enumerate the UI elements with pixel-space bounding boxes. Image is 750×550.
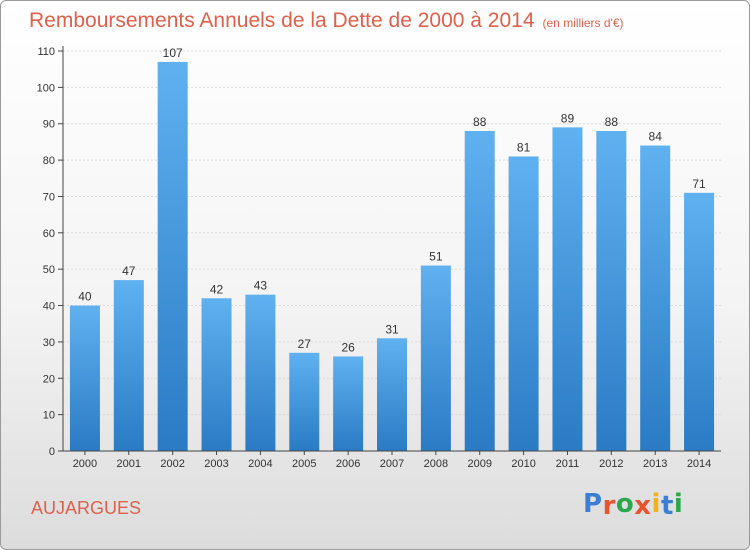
x-tick-label-2008: 2008 xyxy=(424,458,448,470)
value-label-2012: 88 xyxy=(605,115,619,129)
value-label-2010: 81 xyxy=(517,140,531,154)
value-label-2005: 27 xyxy=(298,337,312,351)
logo-letter-5: t xyxy=(660,491,674,521)
x-tick-label-2000: 2000 xyxy=(73,458,97,470)
y-tick-label-80: 80 xyxy=(43,155,55,167)
y-tick-label-10: 10 xyxy=(43,410,55,422)
bar-2004 xyxy=(245,294,276,451)
x-tick-label-2007: 2007 xyxy=(380,458,404,470)
bars-group xyxy=(69,61,715,452)
x-tick-label-2001: 2001 xyxy=(117,458,141,470)
logo-letter-0: P xyxy=(583,489,603,519)
logo-letter-1: r xyxy=(602,491,616,521)
value-label-2004: 43 xyxy=(254,279,268,293)
y-tick-label-40: 40 xyxy=(43,301,55,313)
x-tick-label-2009: 2009 xyxy=(467,458,491,470)
bar-2008 xyxy=(420,265,451,451)
bar-2000 xyxy=(69,305,100,451)
y-tick-label-70: 70 xyxy=(43,191,55,203)
bar-2012 xyxy=(596,131,627,451)
y-tick-label-100: 100 xyxy=(37,82,55,94)
x-tick-label-2004: 2004 xyxy=(248,458,272,470)
x-tick-label-2006: 2006 xyxy=(336,458,360,470)
value-label-2008: 51 xyxy=(429,250,443,264)
y-tick-label-50: 50 xyxy=(43,264,55,276)
bar-2007 xyxy=(377,338,407,451)
logo-letter-3: x xyxy=(634,491,652,521)
bar-2002 xyxy=(157,61,188,452)
value-label-2002: 107 xyxy=(163,46,183,60)
value-label-2000: 40 xyxy=(78,290,92,304)
axes-group xyxy=(58,46,721,455)
y-tick-label-30: 30 xyxy=(43,337,55,349)
town-name: AUJARGUES xyxy=(31,498,142,518)
x-tick-label-2013: 2013 xyxy=(643,458,667,470)
bar-2013 xyxy=(640,145,671,451)
value-label-2009: 88 xyxy=(473,115,487,129)
chart-title-text: Remboursements Annuels de la Dette de 20… xyxy=(29,9,535,32)
bar-2003 xyxy=(201,298,232,451)
x-tick-label-2012: 2012 xyxy=(599,458,623,470)
value-label-2003: 42 xyxy=(210,282,224,296)
y-tick-label-0: 0 xyxy=(49,446,55,458)
value-label-2006: 26 xyxy=(341,340,355,354)
x-tick-label-2011: 2011 xyxy=(556,458,580,470)
bar-2009 xyxy=(464,131,495,451)
x-tick-label-2010: 2010 xyxy=(511,458,535,470)
value-label-2014: 71 xyxy=(692,177,706,191)
y-tick-label-60: 60 xyxy=(43,228,55,240)
labels-group: 0 10 20 30 40 50 60 70 80 90 100 110 40 2000 47 2001 107… xyxy=(37,46,712,470)
bar-2014 xyxy=(684,192,715,451)
logo-letter-6: i xyxy=(673,489,684,519)
y-tick-label-90: 90 xyxy=(43,119,55,131)
bar-2010 xyxy=(508,156,539,452)
chart-subtitle: (en milliers d'€) xyxy=(542,16,624,30)
x-tick-label-2005: 2005 xyxy=(292,458,316,470)
logo-letter-2: o xyxy=(615,489,635,519)
x-tick-label-2014: 2014 xyxy=(687,458,711,470)
x-tick-label-2002: 2002 xyxy=(160,458,184,470)
bar-2011 xyxy=(552,127,583,451)
y-tick-label-20: 20 xyxy=(43,373,55,385)
value-label-2011: 89 xyxy=(561,111,575,125)
chart-title: Remboursements Annuels de la Dette de 20… xyxy=(29,9,624,33)
y-tick-label-110: 110 xyxy=(37,46,55,58)
logo-letter-4: i xyxy=(651,489,661,519)
bar-2001 xyxy=(113,280,144,451)
x-tick-label-2003: 2003 xyxy=(204,458,228,470)
bar-2006 xyxy=(333,356,364,451)
value-label-2001: 47 xyxy=(122,264,136,278)
proxiti-logo[interactable]: Proxiti xyxy=(583,489,684,521)
bar-2005 xyxy=(289,352,320,451)
value-label-2007: 31 xyxy=(385,322,399,336)
value-label-2013: 84 xyxy=(649,130,663,144)
